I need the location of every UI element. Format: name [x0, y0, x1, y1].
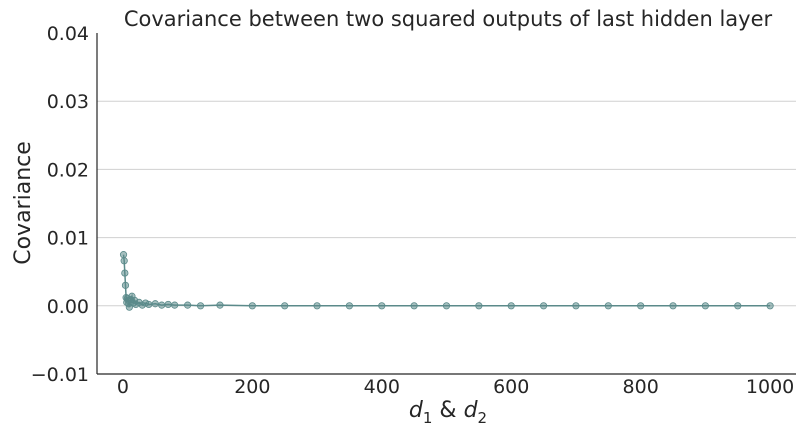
- data-point: [637, 302, 645, 310]
- x-tick-label: 400: [364, 376, 400, 398]
- data-point: [281, 302, 289, 310]
- x-tick-label: 600: [493, 376, 529, 398]
- data-point: [701, 302, 709, 310]
- data-point: [313, 302, 321, 310]
- data-point: [158, 301, 166, 309]
- data-point: [248, 302, 256, 310]
- data-point: [378, 302, 386, 310]
- x-tick-label: 800: [623, 376, 659, 398]
- data-point: [766, 302, 774, 310]
- x-tick-label: 0: [117, 376, 129, 398]
- data-point: [184, 301, 192, 309]
- data-point: [345, 302, 354, 310]
- y-ticks: −0.01 0.00 0.01 0.02 0.03 0.04: [31, 23, 89, 386]
- data-point: [442, 302, 451, 310]
- gridlines: [97, 100, 796, 307]
- data-point: [120, 257, 128, 265]
- x-axis-label: d1 & d2: [409, 398, 487, 427]
- y-tick-label: 0.01: [47, 228, 89, 250]
- data-point: [669, 302, 677, 310]
- series-group: [119, 251, 774, 311]
- y-tick-label: 0.03: [47, 91, 89, 113]
- x-label-sub-2: 2: [478, 409, 488, 427]
- data-point: [604, 302, 612, 310]
- data-point: [119, 251, 128, 259]
- data-point: [145, 300, 153, 309]
- x-tick-label: 1000: [746, 376, 794, 398]
- data-point: [507, 302, 515, 310]
- data-point: [216, 301, 224, 309]
- x-label-base-1: d: [409, 398, 424, 423]
- axes: [96, 33, 796, 375]
- data-point: [151, 300, 159, 308]
- y-tick-label: 0.02: [47, 159, 89, 181]
- data-point: [196, 302, 205, 310]
- x-label-sub-1: 1: [423, 409, 433, 427]
- data-point: [171, 301, 179, 309]
- data-point: [121, 281, 130, 289]
- data-point: [410, 302, 418, 310]
- data-point: [572, 302, 580, 310]
- y-axis-label: Covariance: [11, 141, 36, 265]
- data-point: [734, 302, 742, 310]
- x-ticks: 0 200 400 600 800 1000: [117, 376, 794, 398]
- chart-title: Covariance between two squared outputs o…: [124, 7, 773, 31]
- x-label-amp: &: [432, 398, 463, 423]
- data-point: [539, 302, 548, 310]
- x-tick-label: 200: [234, 376, 270, 398]
- series-line: [122, 254, 771, 308]
- y-tick-label: 0.04: [47, 23, 89, 45]
- y-tick-label: 0.00: [47, 296, 89, 318]
- data-point: [164, 300, 172, 309]
- data-point: [121, 269, 129, 277]
- y-tick-label: −0.01: [31, 364, 89, 386]
- x-label-base-2: d: [464, 398, 479, 423]
- data-point: [475, 302, 483, 310]
